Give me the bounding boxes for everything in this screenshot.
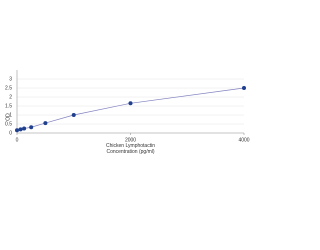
y-tick-label: 3 (9, 76, 12, 82)
data-point (15, 128, 19, 133)
data-point (43, 121, 48, 126)
y-tick-label: 1 (9, 112, 12, 118)
data-point (242, 86, 246, 90)
data-point (128, 101, 133, 106)
y-tick-label: 1.5 (5, 103, 12, 109)
chart: OD 0 0.5 1 1.5 2 2.5 3 0 2000 4000 Chicken Lymphot… (5, 70, 250, 155)
x-axis-label: Chicken Lymphotactin Concentration (pg/ml… (106, 143, 155, 155)
y-tick-label: 0 (9, 130, 12, 136)
x-tick-label: 4000 (238, 137, 249, 143)
y-tick-label: 0.5 (5, 121, 12, 127)
data-point (18, 127, 23, 132)
x-tick-label: 0 (16, 137, 19, 143)
data-point (71, 113, 76, 117)
x-tick-label: 2000 (125, 137, 136, 143)
data-point (22, 126, 27, 131)
data-point (29, 125, 34, 130)
y-axis-label: OD (5, 113, 11, 121)
y-tick-label: 2 (9, 94, 12, 100)
y-tick-label: 2.5 (5, 85, 12, 91)
